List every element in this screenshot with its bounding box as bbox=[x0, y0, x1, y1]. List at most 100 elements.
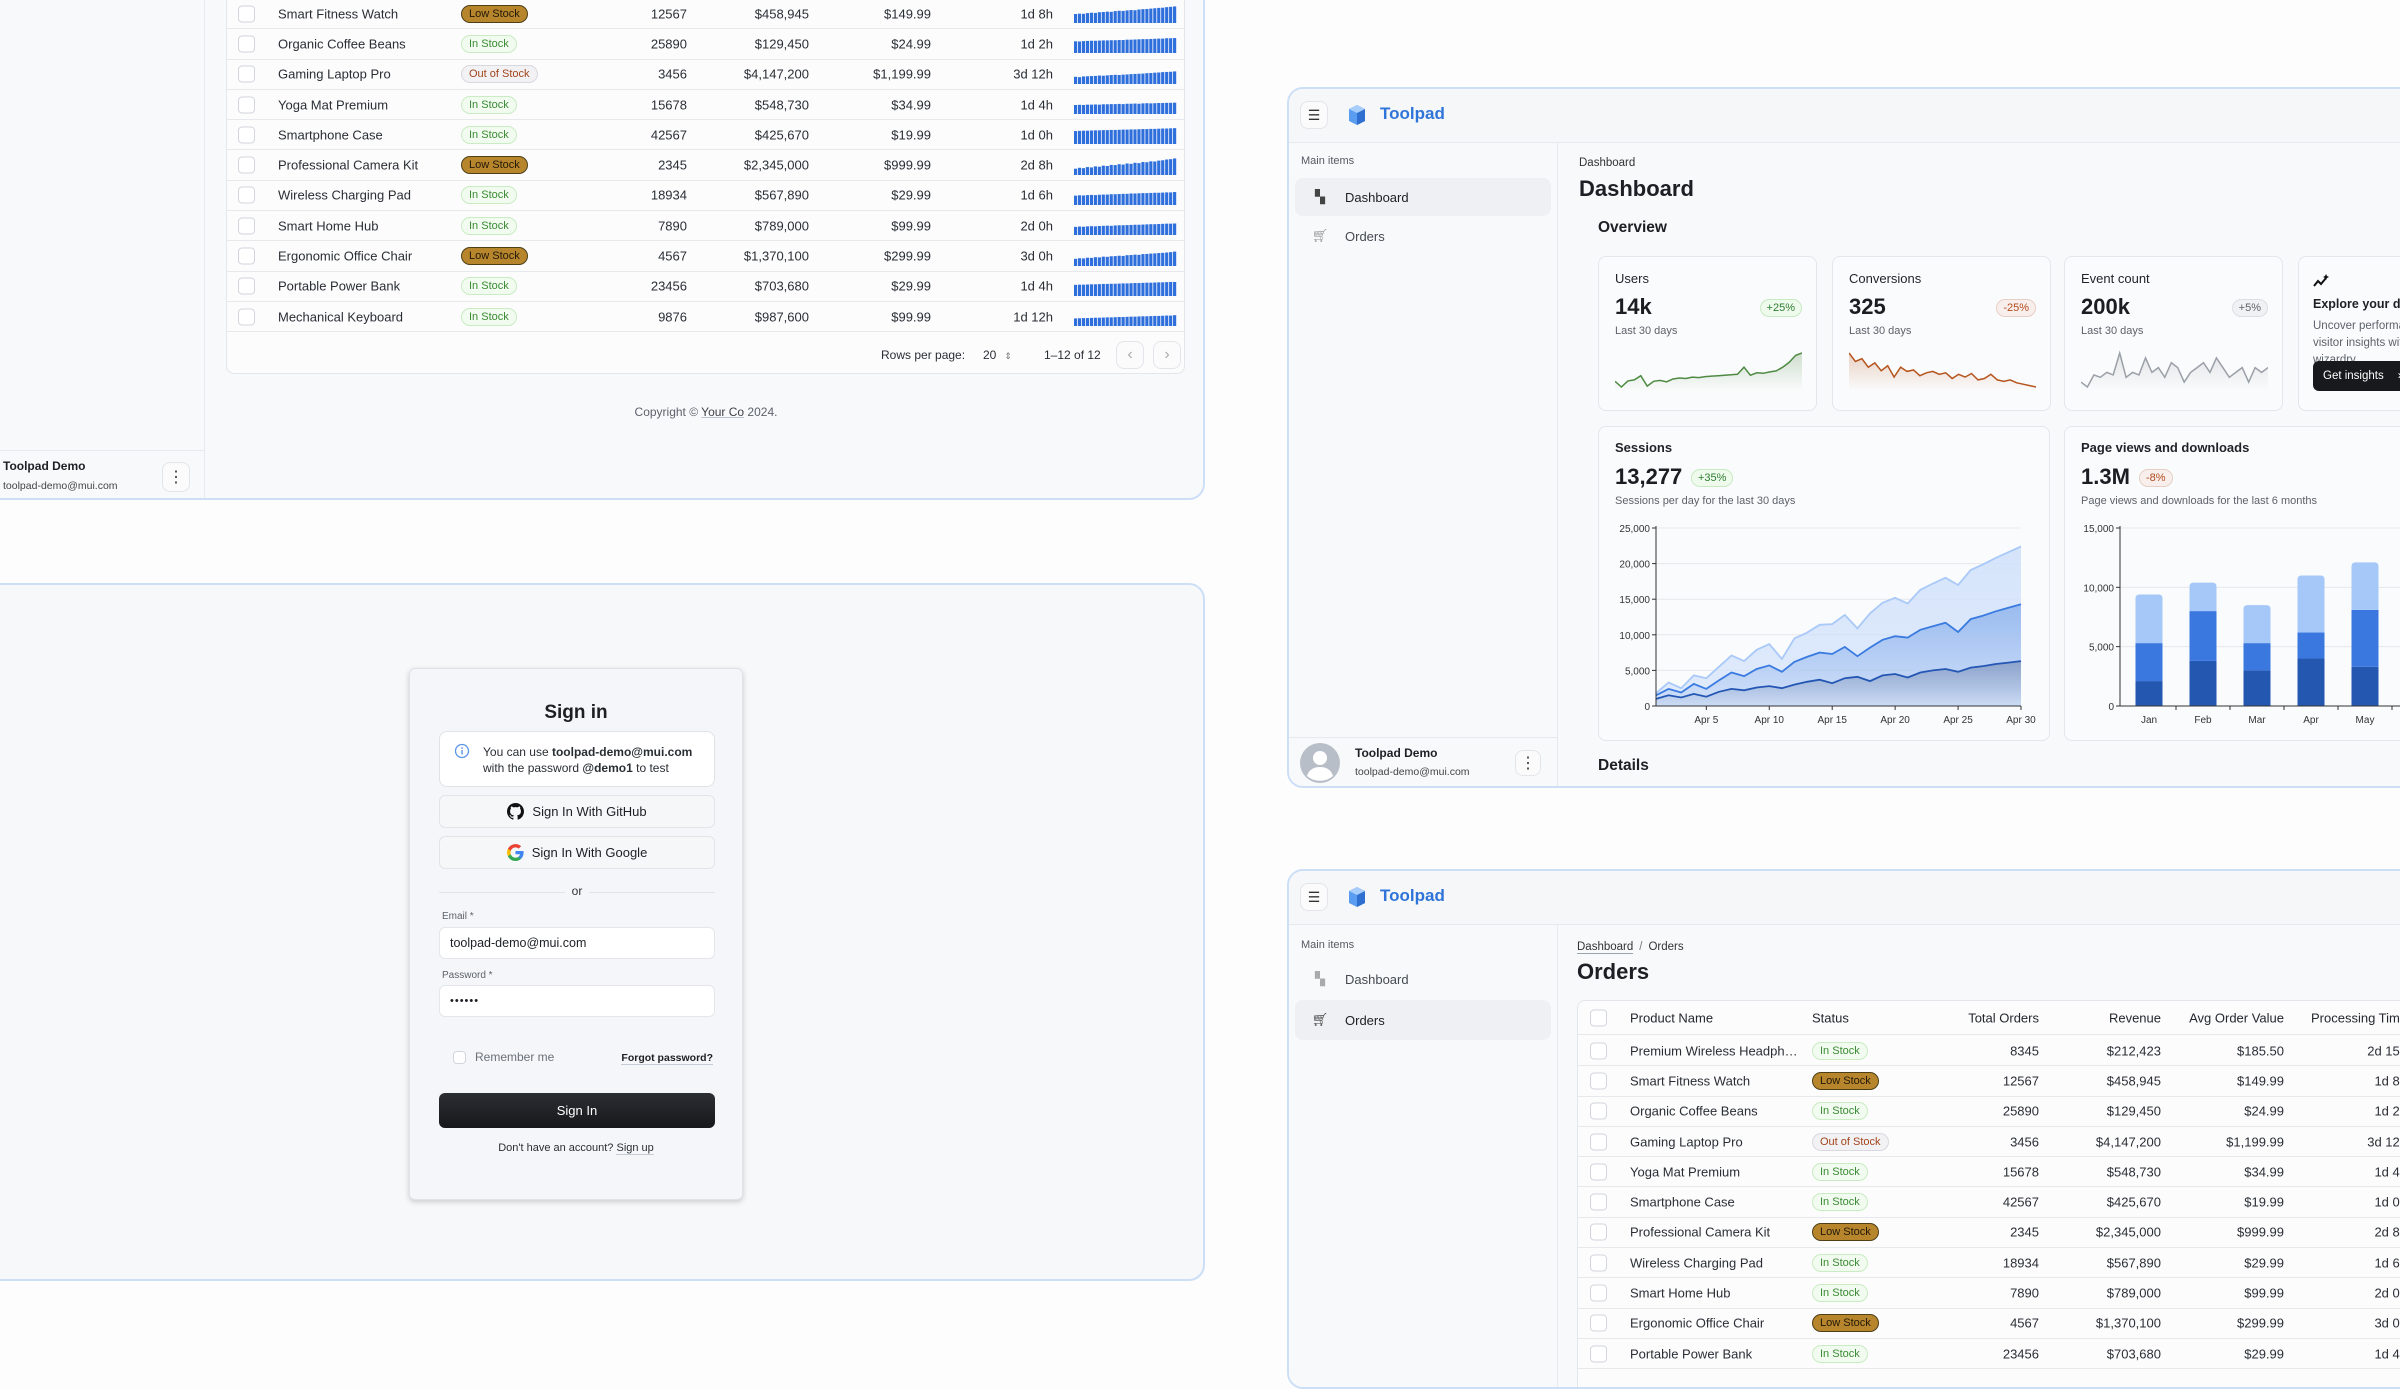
y-tick-label: 5,000 bbox=[1625, 666, 1650, 677]
signup-link[interactable]: Sign up bbox=[616, 1142, 654, 1155]
nav-item-dashboard[interactable]: ▚ Dashboard bbox=[1295, 960, 1551, 998]
row-checkbox[interactable] bbox=[238, 5, 255, 23]
sparkline-bar bbox=[1117, 130, 1121, 145]
table-row[interactable]: Wireless Charging Pad In Stock 18934 $567,8… bbox=[1578, 1248, 2400, 1279]
table-row[interactable]: Gaming Laptop Pro Out of Stock 3456 $4,147,… bbox=[227, 60, 1184, 90]
table-row[interactable]: Smart Home Hub In Stock 7890 $789,000 $99.99… bbox=[227, 211, 1184, 242]
table-row[interactable]: Mechanical Keyboard In Stock 9876 $987,600 $… bbox=[227, 302, 1184, 333]
github-signin-button[interactable]: Sign In With GitHub bbox=[439, 795, 715, 828]
password-field[interactable]: •••••• bbox=[439, 985, 715, 1017]
total-orders: 42567 bbox=[650, 127, 687, 143]
google-signin-button[interactable]: Sign In With Google bbox=[439, 836, 715, 869]
row-checkbox[interactable] bbox=[238, 217, 255, 235]
table-row[interactable]: Wireless Charging Pad In Stock 18934 $567,8… bbox=[227, 181, 1184, 212]
column-header[interactable]: Total Orders bbox=[1968, 1010, 2039, 1025]
nav-item-dashboard[interactable]: ▚ Dashboard bbox=[1295, 178, 1551, 216]
row-checkbox[interactable] bbox=[1590, 1102, 1607, 1120]
remember-me-checkbox[interactable] bbox=[453, 1051, 466, 1064]
sparkline-bar bbox=[1145, 253, 1149, 266]
row-checkbox[interactable] bbox=[238, 35, 255, 53]
table-row[interactable]: Organic Coffee Beans In Stock 25890 $129,45… bbox=[227, 29, 1184, 60]
get-insights-button[interactable]: Get insights › bbox=[2313, 361, 2400, 391]
nav-item-orders[interactable]: 🛒︎ Orders bbox=[1295, 1000, 1551, 1040]
table-row[interactable]: Portable Power Bank In Stock 23456 $703,680… bbox=[227, 272, 1184, 302]
email-field[interactable]: toolpad-demo@mui.com bbox=[439, 927, 715, 959]
row-checkbox[interactable] bbox=[1590, 1254, 1607, 1272]
sparkline-bar bbox=[1077, 104, 1082, 115]
row-checkbox[interactable] bbox=[238, 247, 255, 265]
user-menu-button[interactable]: ⋮ bbox=[1515, 750, 1541, 776]
row-checkbox[interactable] bbox=[1590, 1223, 1607, 1241]
row-checkbox[interactable] bbox=[238, 65, 255, 83]
table-row[interactable]: Smartphone Case In Stock 42567 $425,670 $19.… bbox=[227, 120, 1184, 151]
column-header[interactable]: Revenue bbox=[2108, 1010, 2161, 1025]
row-checkbox[interactable] bbox=[1590, 1314, 1607, 1332]
table-row[interactable]: Ergonomic Office Chair Low Stock 4567 $1,37… bbox=[227, 241, 1184, 272]
table-row[interactable]: Organic Coffee Beans In Stock 25890 $129,45… bbox=[1578, 1097, 2400, 1127]
table-row[interactable]: Smart Fitness Watch Low Stock 12567 $458,94… bbox=[1578, 1066, 2400, 1097]
collapse-menu-button[interactable]: ☰ bbox=[1300, 101, 1328, 129]
row-checkbox[interactable] bbox=[1590, 1345, 1607, 1363]
breadcrumb-dashboard-link[interactable]: Dashboard bbox=[1577, 941, 1634, 954]
sparkline-bar bbox=[1081, 195, 1086, 205]
sparkline-bar bbox=[1125, 74, 1129, 84]
revenue: $789,000 bbox=[2106, 1285, 2161, 1301]
product-name: Premium Wireless Headphones bbox=[1630, 1043, 1800, 1059]
table-row[interactable]: Smart Home Hub In Stock 7890 $789,000 $99.99… bbox=[1578, 1278, 2400, 1309]
table-row[interactable]: Professional Camera Kit Low Stock 2345 $2,3… bbox=[227, 151, 1184, 181]
row-checkbox[interactable] bbox=[238, 277, 255, 295]
avatar bbox=[1300, 743, 1340, 783]
row-checkbox[interactable] bbox=[1590, 1133, 1607, 1151]
explore-title: Explore your data bbox=[2313, 297, 2400, 311]
table-row[interactable]: Ergonomic Office Chair Low Stock 4567 $1,37… bbox=[1578, 1309, 2400, 1339]
total-orders: 2345 bbox=[2010, 1224, 2039, 1240]
get-insights-label: Get insights bbox=[2323, 370, 2384, 382]
forgot-password-link[interactable]: Forgot password? bbox=[621, 1052, 713, 1065]
sparkline-bar bbox=[1153, 103, 1157, 115]
column-header[interactable]: Processing Time bbox=[2311, 1010, 2400, 1025]
table-row[interactable]: Yoga Mat Premium In Stock 15678 $548,730 $34… bbox=[1578, 1157, 2400, 1188]
row-checkbox[interactable] bbox=[1590, 1042, 1607, 1060]
next-page-button[interactable]: › bbox=[1153, 341, 1181, 369]
table-row[interactable]: Portable Power Bank In Stock 23456 $703,680… bbox=[1578, 1339, 2400, 1370]
table-row[interactable]: Smartphone Case In Stock 42567 $425,670 $19.… bbox=[1578, 1188, 2400, 1218]
table-row[interactable]: Smart Fitness Watch Low Stock 12567 $458,94… bbox=[227, 0, 1184, 30]
column-header[interactable]: Avg Order Value bbox=[2189, 1010, 2284, 1025]
user-menu-button[interactable]: ⋮ bbox=[162, 462, 190, 492]
sparkline-bar bbox=[1137, 162, 1141, 175]
row-checkbox[interactable] bbox=[1590, 1193, 1607, 1211]
sparkline-bar bbox=[1109, 130, 1113, 145]
revenue: $129,450 bbox=[754, 36, 809, 52]
column-header[interactable]: Product Name bbox=[1630, 1010, 1714, 1025]
table-row[interactable]: Professional Camera Kit Low Stock 2345 $2,3… bbox=[1578, 1218, 2400, 1249]
row-checkbox[interactable] bbox=[238, 96, 255, 114]
sparkline-bar bbox=[1141, 129, 1145, 145]
row-checkbox[interactable] bbox=[238, 186, 255, 204]
processing-time: 3d 0h bbox=[1020, 248, 1053, 264]
avg-order-value: $24.99 bbox=[891, 36, 931, 52]
row-checkbox[interactable] bbox=[1590, 1284, 1607, 1302]
table-row[interactable]: Premium Wireless Headphones In Stock 8345 $… bbox=[1578, 1036, 2400, 1067]
column-header[interactable]: Status bbox=[1812, 1010, 1849, 1025]
processing-time: 1d 2h bbox=[2374, 1103, 2400, 1119]
avg-order-value: $34.99 bbox=[2244, 1164, 2284, 1180]
series-line bbox=[1655, 660, 2022, 700]
alert-text-mid: with the password bbox=[483, 761, 583, 775]
row-checkbox[interactable] bbox=[1590, 1163, 1607, 1181]
previous-page-button[interactable]: ‹ bbox=[1116, 341, 1144, 369]
nav-item-label: Dashboard bbox=[1345, 971, 1409, 987]
table-row[interactable]: Yoga Mat Premium In Stock 15678 $548,730 $34… bbox=[227, 90, 1184, 121]
sparkline-bar bbox=[1153, 161, 1157, 175]
signin-submit-button[interactable]: Sign In bbox=[439, 1093, 715, 1128]
row-checkbox[interactable] bbox=[1590, 1072, 1607, 1090]
row-checkbox[interactable] bbox=[238, 308, 255, 326]
collapse-menu-button[interactable]: ☰ bbox=[1300, 883, 1328, 911]
row-checkbox[interactable] bbox=[238, 126, 255, 144]
nav-item-orders[interactable]: 🛒︎ Orders bbox=[1295, 217, 1551, 255]
select-all-checkbox[interactable] bbox=[1590, 1009, 1607, 1026]
rows-per-page-select[interactable]: 20 ⇕ bbox=[983, 348, 1012, 362]
company-link[interactable]: Your Co bbox=[701, 405, 745, 419]
row-checkbox[interactable] bbox=[238, 156, 255, 174]
table-row[interactable]: Gaming Laptop Pro Out of Stock 3456 $4,147,… bbox=[1578, 1127, 2400, 1158]
sparkline-bar bbox=[1137, 282, 1141, 296]
